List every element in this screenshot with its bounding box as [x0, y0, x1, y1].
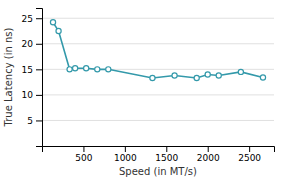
tick-label: 25 [22, 14, 33, 24]
axis-line [36, 9, 43, 147]
tick: 1500 [155, 146, 178, 163]
grid-line [42, 18, 274, 19]
tick: 5 [27, 116, 42, 126]
point [194, 75, 199, 80]
point [216, 73, 221, 78]
tick-mark [36, 95, 42, 96]
point [106, 67, 111, 72]
axis-line [43, 147, 275, 153]
tick-label: 1000 [114, 153, 137, 163]
tick-label: 1500 [155, 153, 178, 163]
y-axis: 5 10 15 20 25 [22, 9, 43, 147]
tick-mark [125, 146, 126, 152]
point [172, 73, 177, 78]
point [73, 66, 78, 71]
chart: 500 1000 1500 2000 2500 5 10 15 20 25 Speed (in MT… [0, 0, 284, 178]
tick-label: 20 [22, 39, 34, 49]
tick: 2500 [238, 146, 261, 163]
tick-mark [36, 18, 42, 19]
tick: 10 [22, 90, 42, 100]
point [56, 28, 61, 33]
point [150, 75, 155, 80]
point [205, 72, 210, 77]
plot-area [50, 20, 265, 81]
x-axis-title: Speed (in MT/s) [119, 166, 197, 177]
point [238, 69, 243, 74]
tick-mark [249, 146, 250, 152]
tick-label: 15 [22, 65, 33, 75]
tick-mark [36, 69, 42, 70]
line [53, 22, 263, 78]
grid-line [42, 120, 274, 121]
tick-mark [36, 120, 42, 121]
grid-line [42, 43, 274, 44]
tick-label: 10 [22, 90, 34, 100]
tick-mark [36, 44, 42, 45]
point [50, 20, 55, 25]
tick: 15 [22, 65, 42, 75]
point [84, 66, 89, 71]
grid-line [42, 94, 274, 95]
grid [42, 18, 274, 120]
tick-mark [166, 146, 167, 152]
point [95, 67, 100, 72]
tick: 2000 [197, 146, 220, 163]
tick-label: 2000 [197, 153, 220, 163]
tick: 1000 [114, 146, 137, 163]
tick: 500 [75, 146, 92, 163]
tick: 25 [22, 14, 42, 24]
tick: 20 [22, 39, 42, 49]
y-axis-title: True Latency (in ns) [3, 28, 14, 128]
tick-label: 5 [27, 116, 33, 126]
point [260, 75, 265, 80]
tick-mark [208, 146, 209, 152]
tick-label: 2500 [238, 153, 261, 163]
point [67, 67, 72, 72]
tick-mark [83, 146, 84, 152]
x-axis: 500 1000 1500 2000 2500 [43, 146, 275, 163]
tick-label: 500 [75, 153, 92, 163]
